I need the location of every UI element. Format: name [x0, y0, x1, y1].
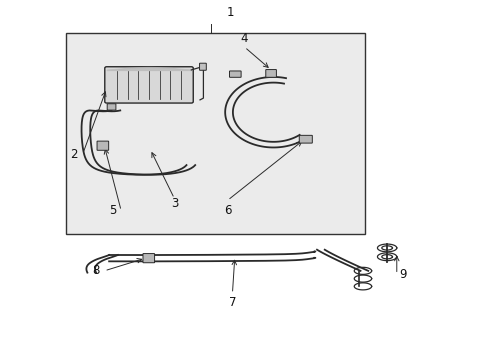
FancyBboxPatch shape	[104, 67, 193, 103]
Bar	[65, 33, 365, 234]
FancyBboxPatch shape	[107, 104, 116, 110]
Text: 9: 9	[398, 268, 406, 281]
Text: 6: 6	[224, 204, 231, 217]
Text: 3: 3	[170, 197, 178, 210]
FancyBboxPatch shape	[229, 71, 241, 77]
Text: 5: 5	[109, 204, 116, 217]
Text: 4: 4	[240, 32, 248, 45]
FancyBboxPatch shape	[299, 135, 312, 143]
Text: 2: 2	[70, 148, 78, 161]
Text: 1: 1	[226, 6, 233, 19]
Text: 7: 7	[228, 296, 236, 309]
FancyBboxPatch shape	[142, 253, 154, 263]
FancyBboxPatch shape	[265, 69, 276, 77]
FancyBboxPatch shape	[199, 63, 206, 70]
FancyBboxPatch shape	[97, 141, 108, 150]
Text: 8: 8	[92, 264, 99, 277]
